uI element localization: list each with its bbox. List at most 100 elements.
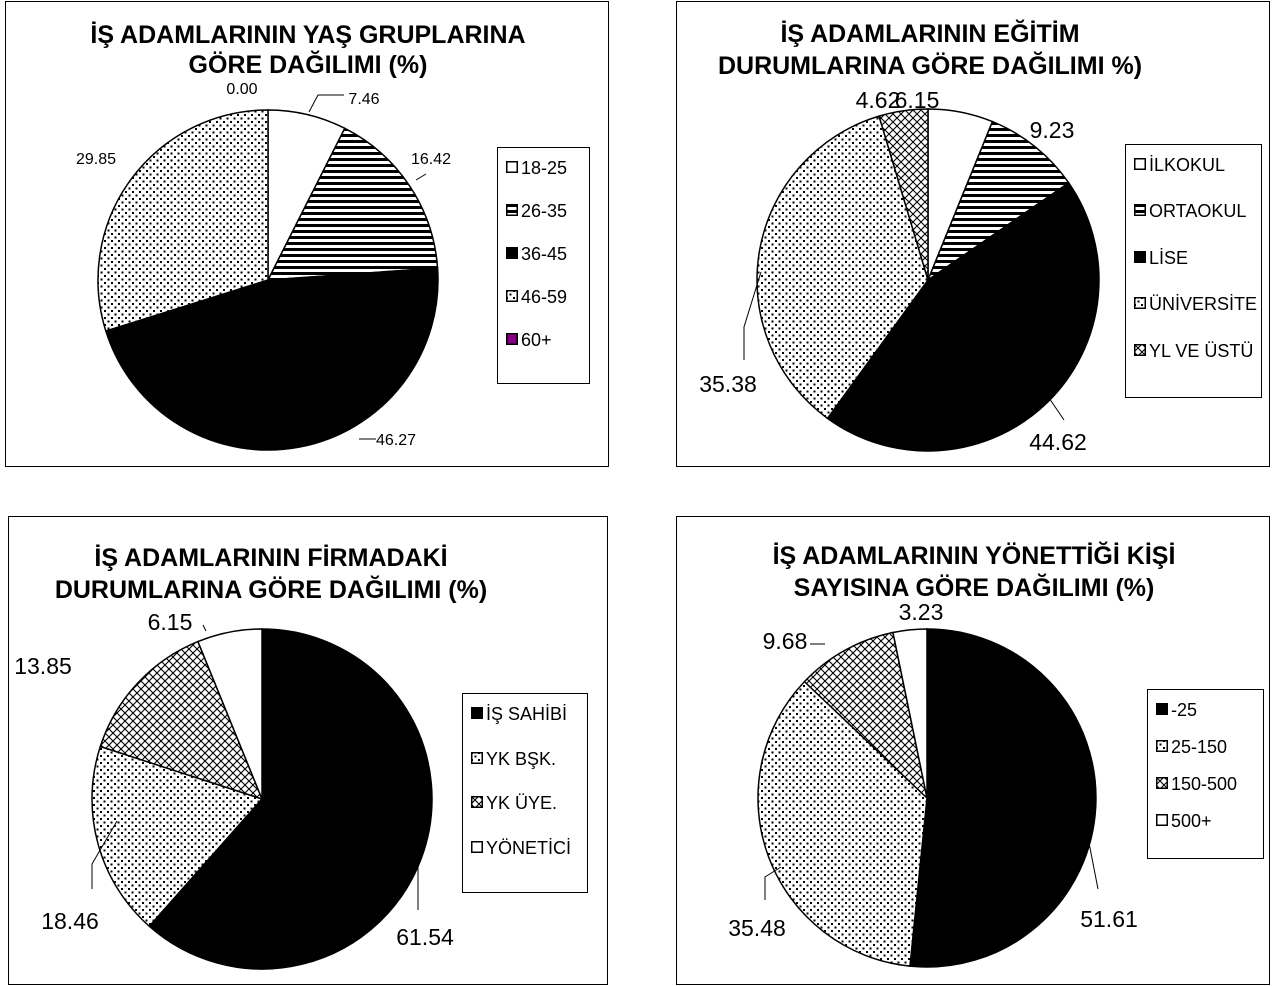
data-label: 9.68 <box>763 628 808 654</box>
leader-line <box>1044 391 1065 421</box>
data-label: 13.85 <box>14 653 72 679</box>
legend-swatch <box>506 161 518 173</box>
legend-item: 18-25 <box>506 158 585 179</box>
legend-item: 25-150 <box>1156 737 1259 758</box>
pie-chart-education: İŞ ADAMLARININ EĞİTİM DURUMLARINA GÖRE DA… <box>699 19 1142 455</box>
legend-managed-people: -25 25-150 150-500 500+ <box>1147 689 1264 859</box>
legend-swatch <box>471 707 483 719</box>
pie-slice <box>756 115 929 420</box>
chart-title-line: DURUMLARINA GÖRE DAĞILIMI %) <box>718 51 1142 80</box>
legend-label: ORTAOKUL <box>1149 201 1247 222</box>
pie-slice <box>148 628 433 970</box>
pie-slice <box>926 120 1070 283</box>
legend-label: 150-500 <box>1171 774 1238 794</box>
legend-swatch <box>1134 158 1146 170</box>
chart-title-line: İŞ ADAMLARININ FİRMADAKİ <box>94 544 447 572</box>
pie-slice <box>91 745 264 928</box>
legend-swatch <box>1134 343 1146 356</box>
data-label: 29.85 <box>76 151 116 168</box>
legend-item: 500+ <box>1156 811 1259 832</box>
legend-swatch <box>1156 740 1168 752</box>
data-label: 51.61 <box>1080 906 1138 932</box>
chart-title: İŞ ADAMLARININ YAŞ GRUPLARINA GÖRE DAĞILI… <box>90 21 525 79</box>
legend-item: ORTAOKUL <box>1134 201 1257 222</box>
legend-label: YÖNETİCİ <box>486 837 572 858</box>
chart-panel-education: İŞ ADAMLARININ EĞİTİM DURUMLARINA GÖRE DA… <box>676 1 1270 467</box>
data-label: 6.15 <box>148 609 193 635</box>
legend-item: -25 <box>1156 700 1259 721</box>
legend-label: YK ÜYE. <box>486 793 558 813</box>
legend-label: 500+ <box>1171 811 1212 831</box>
legend-swatch <box>1156 777 1168 789</box>
pie-slice <box>892 628 928 799</box>
legend-label: 18-25 <box>521 158 568 178</box>
legend-label: 26-35 <box>521 201 568 221</box>
legend-label: İŞ SAHİBİ <box>486 704 568 724</box>
pie-slice <box>826 181 1100 452</box>
chart-title-line: İŞ ADAMLARININ YÖNETTİĞİ KİŞİ <box>773 541 1176 570</box>
legend-swatch <box>1156 814 1168 826</box>
legend-swatch <box>1134 297 1146 310</box>
pie-slice <box>266 127 439 281</box>
legend-swatch <box>471 840 483 853</box>
pie-chart-firm-position: İŞ ADAMLARININ FİRMADAKİ DURUMLARINA GÖRE… <box>14 544 487 970</box>
data-label: 44.62 <box>1029 429 1087 455</box>
legend-swatch <box>506 333 518 345</box>
chart-panel-age: İŞ ADAMLARININ YAŞ GRUPLARINA GÖRE DAĞILI… <box>5 1 609 467</box>
legend-label: -25 <box>1171 700 1198 720</box>
pie-slice <box>97 109 269 332</box>
pie-slice <box>757 680 928 967</box>
chart-title-line: İŞ ADAMLARININ EĞİTİM <box>780 19 1079 48</box>
pie-slice <box>196 628 263 800</box>
legend-swatch <box>506 204 518 216</box>
data-label: 9.23 <box>1030 117 1075 143</box>
legend-swatch <box>506 247 518 259</box>
legend-label: İLKOKUL <box>1149 155 1226 175</box>
legend-item: 46-59 <box>506 287 585 308</box>
legend-swatch <box>1134 204 1146 217</box>
pie-slice <box>99 640 264 801</box>
data-label: 3.23 <box>899 599 944 625</box>
leader-line <box>202 624 207 632</box>
chart-title-line: DURUMLARINA GÖRE DAĞILIMI (%) <box>55 575 487 604</box>
legend-age: 18-25 26-35 36-45 46-59 60+ <box>497 147 590 384</box>
pie-slice <box>878 108 929 281</box>
leader-line <box>743 271 762 360</box>
data-label: 61.54 <box>396 924 454 950</box>
data-label: 35.48 <box>728 915 786 941</box>
legend-item: 26-35 <box>506 201 585 222</box>
data-label: 6.15 <box>895 87 940 113</box>
data-label: 7.46 <box>348 91 379 108</box>
legend-item: İLKOKUL <box>1134 155 1257 176</box>
legend-label: 46-59 <box>521 287 568 307</box>
pie-chart-age: İŞ ADAMLARININ YAŞ GRUPLARINA GÖRE DAĞILI… <box>76 21 526 451</box>
legend-label: 60+ <box>521 330 552 350</box>
chart-title: İŞ ADAMLARININ EĞİTİM DURUMLARINA GÖRE DA… <box>718 19 1142 80</box>
legend-swatch <box>471 796 483 808</box>
chart-title-line: GÖRE DAĞILIMI (%) <box>189 50 428 79</box>
chart-panel-managed-people: İŞ ADAMLARININ YÖNETTİĞİ KİŞİ SAYISINA GÖ… <box>676 516 1270 985</box>
data-label: 16.42 <box>411 151 451 168</box>
legend-swatch <box>1134 250 1146 263</box>
leader-line <box>308 94 344 113</box>
leader-line <box>764 866 782 900</box>
legend-item: ÜNİVERSİTE <box>1134 294 1257 315</box>
data-label: 18.46 <box>41 908 99 934</box>
legend-swatch <box>1156 703 1168 715</box>
leader-line <box>415 173 427 181</box>
pie-slice <box>803 631 929 801</box>
legend-item: 36-45 <box>506 244 585 265</box>
pie-slice <box>909 628 1097 968</box>
legend-item: 150-500 <box>1156 774 1259 795</box>
leader-line <box>1082 811 1099 890</box>
data-label: 46.27 <box>376 432 416 449</box>
legend-firm-position: İŞ SAHİBİ YK BŞK. YK ÜYE. YÖNETİCİ <box>462 693 588 893</box>
chart-panel-firm-position: İŞ ADAMLARININ FİRMADAKİ DURUMLARINA GÖRE… <box>8 516 608 985</box>
chart-title-line: İŞ ADAMLARININ YAŞ GRUPLARINA <box>90 21 525 49</box>
legend-label: LİSE <box>1149 247 1189 268</box>
leader-line <box>91 820 118 889</box>
chart-title: İŞ ADAMLARININ FİRMADAKİ DURUMLARINA GÖRE… <box>55 544 487 604</box>
legend-item: YÖNETİCİ <box>471 838 583 859</box>
legend-swatch <box>506 290 518 302</box>
legend-education: İLKOKUL ORTAOKUL LİSE ÜNİVERSİTE YL VE ÜSTÜ <box>1125 144 1262 398</box>
